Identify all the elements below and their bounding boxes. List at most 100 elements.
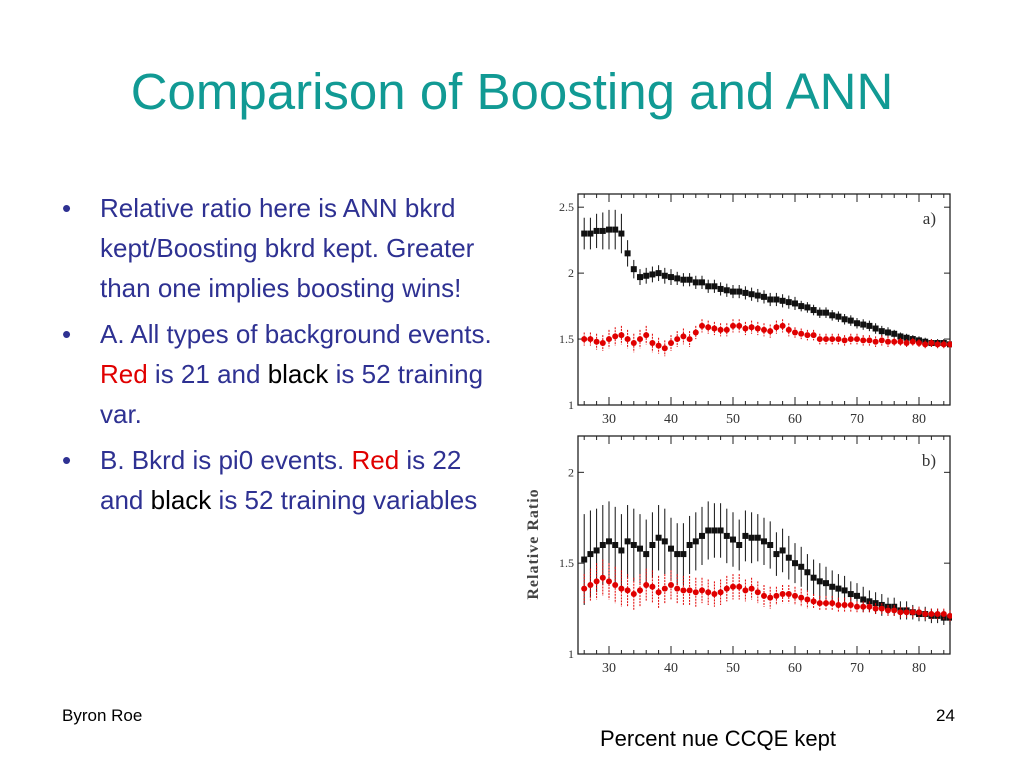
y-tick-label: 2 bbox=[568, 266, 574, 280]
data-point bbox=[903, 334, 910, 341]
data-point bbox=[748, 534, 755, 541]
x-tick-label: 50 bbox=[726, 661, 740, 676]
data-point bbox=[668, 340, 674, 347]
data-point bbox=[897, 333, 904, 340]
data-point bbox=[680, 333, 687, 340]
chart-panel-a: 1 1.5 2 2.5 30 40 50 60 70 80 a) bbox=[559, 193, 952, 427]
data-point bbox=[878, 328, 885, 335]
x-tick-label: 40 bbox=[664, 412, 678, 427]
data-point bbox=[661, 538, 668, 545]
data-point bbox=[593, 227, 600, 234]
data-point bbox=[897, 609, 904, 616]
data-point bbox=[643, 332, 650, 339]
data-point bbox=[854, 336, 860, 343]
bullet-text-segment: B. Bkrd is pi0 events. bbox=[100, 445, 352, 475]
data-point bbox=[723, 287, 730, 294]
data-point bbox=[835, 601, 842, 608]
data-point bbox=[661, 345, 668, 352]
data-point bbox=[612, 542, 619, 548]
data-point bbox=[860, 603, 867, 610]
data-point bbox=[922, 611, 929, 618]
data-point bbox=[686, 587, 693, 594]
data-point bbox=[785, 326, 792, 333]
data-point bbox=[761, 326, 767, 333]
data-point bbox=[909, 338, 916, 345]
slide-title: Comparison of Boosting and ANN bbox=[130, 63, 894, 120]
data-point bbox=[736, 583, 743, 590]
x-tick-label: 70 bbox=[850, 661, 864, 676]
x-tick-label: 60 bbox=[788, 661, 802, 676]
y-tick-label: 2 bbox=[568, 465, 574, 479]
data-point bbox=[928, 340, 935, 347]
data-point bbox=[792, 560, 798, 567]
data-point bbox=[593, 578, 600, 585]
data-point bbox=[692, 589, 699, 596]
data-point bbox=[829, 600, 836, 607]
data-point bbox=[624, 250, 631, 257]
data-point bbox=[581, 230, 588, 237]
bullet-marker: • bbox=[62, 319, 72, 349]
data-point bbox=[655, 534, 662, 541]
data-point bbox=[785, 591, 792, 598]
bullet-marker: • bbox=[62, 193, 72, 223]
data-point bbox=[606, 538, 612, 545]
data-point bbox=[835, 585, 842, 592]
data-point bbox=[736, 288, 743, 295]
x-tick-label: 30 bbox=[602, 412, 616, 427]
bullet-text-segment: Red bbox=[100, 359, 148, 389]
data-point bbox=[742, 587, 749, 594]
data-point bbox=[581, 556, 588, 563]
data-point bbox=[872, 605, 879, 612]
data-point bbox=[630, 266, 637, 273]
data-point bbox=[668, 274, 674, 281]
x-tick-label: 60 bbox=[788, 412, 802, 427]
data-point bbox=[854, 592, 860, 599]
data-point bbox=[754, 325, 761, 332]
data-point bbox=[891, 330, 898, 337]
data-point bbox=[847, 591, 854, 598]
data-point bbox=[847, 317, 854, 324]
data-point bbox=[872, 338, 879, 345]
data-point bbox=[785, 554, 792, 561]
data-point bbox=[761, 538, 767, 545]
data-point bbox=[668, 545, 674, 552]
data-point bbox=[798, 303, 805, 310]
data-point bbox=[823, 580, 829, 587]
data-point bbox=[779, 547, 786, 554]
plot-frame bbox=[577, 435, 951, 655]
data-point bbox=[730, 583, 736, 590]
data-point bbox=[717, 326, 724, 333]
data-point bbox=[599, 542, 606, 548]
bullet-list: • Relative ratio here is ANN bkrd kept/Bo… bbox=[62, 188, 502, 526]
data-point bbox=[823, 600, 829, 607]
panel-label: b) bbox=[922, 451, 936, 470]
bullet-text-segment: Relative ratio here is ANN bkrd kept/Boo… bbox=[100, 193, 475, 303]
data-point bbox=[804, 304, 811, 311]
data-point bbox=[730, 288, 736, 295]
y-tick-label: 2.5 bbox=[559, 200, 574, 214]
data-point bbox=[773, 324, 780, 331]
plot-frame bbox=[577, 193, 951, 406]
data-point bbox=[717, 589, 724, 596]
data-point bbox=[711, 283, 718, 290]
data-point bbox=[674, 585, 681, 592]
data-point bbox=[823, 336, 829, 343]
data-point bbox=[779, 322, 786, 329]
data-point bbox=[637, 545, 643, 552]
data-point bbox=[878, 337, 885, 344]
data-point bbox=[624, 336, 631, 343]
data-point bbox=[717, 285, 724, 292]
y-tick-label: 1 bbox=[568, 398, 574, 412]
data-point bbox=[810, 307, 817, 314]
data-point bbox=[860, 596, 867, 603]
data-point bbox=[767, 594, 774, 601]
data-point bbox=[661, 272, 668, 279]
data-point bbox=[792, 329, 798, 336]
data-point bbox=[754, 589, 761, 596]
data-point bbox=[655, 270, 662, 277]
data-point bbox=[606, 336, 612, 343]
data-point bbox=[767, 542, 774, 548]
data-point bbox=[587, 581, 594, 588]
data-point bbox=[897, 338, 904, 345]
data-point bbox=[773, 592, 780, 599]
